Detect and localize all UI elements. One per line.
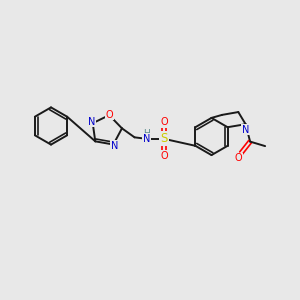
Text: O: O xyxy=(235,153,242,164)
Text: O: O xyxy=(160,117,168,127)
Text: N: N xyxy=(111,141,118,151)
Text: N: N xyxy=(242,124,249,135)
Text: O: O xyxy=(160,151,168,161)
Text: S: S xyxy=(160,132,168,145)
Text: H: H xyxy=(143,129,150,138)
Text: N: N xyxy=(88,117,95,127)
Text: O: O xyxy=(106,110,114,119)
Text: N: N xyxy=(143,134,151,144)
